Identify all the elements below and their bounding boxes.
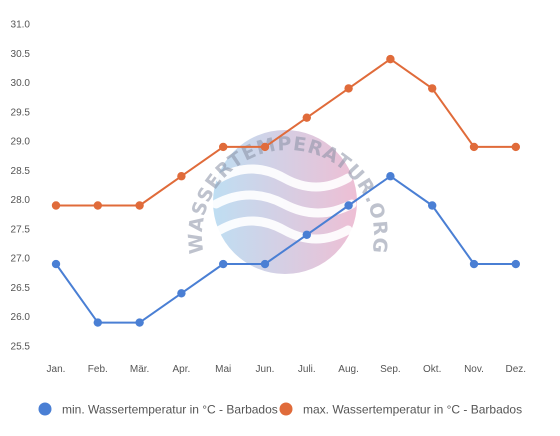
data-point xyxy=(469,259,479,269)
watermark-wave xyxy=(215,164,353,192)
y-tick-label: 26.0 xyxy=(11,312,31,323)
x-tick-label: Mai xyxy=(215,364,231,375)
data-point xyxy=(469,142,479,152)
x-tick-label: Nov. xyxy=(464,364,484,375)
data-point xyxy=(428,84,437,93)
data-point xyxy=(302,230,311,239)
series-line xyxy=(56,58,516,207)
y-tick-label: 25.5 xyxy=(11,342,31,353)
data-point xyxy=(93,201,103,210)
x-axis: Jan. Feb. Mär. Apr. Mai Jun. Juli. Aug. Sep. Okt.… xyxy=(47,364,527,375)
legend-label: min. Wassertemperatur in °C - Barbados xyxy=(62,403,278,417)
series-line xyxy=(55,175,516,324)
data-point xyxy=(177,289,186,298)
x-tick-label: Sep. xyxy=(380,364,401,375)
legend-marker xyxy=(38,402,52,416)
x-tick-label: Mär. xyxy=(130,364,149,375)
data-point xyxy=(344,84,353,93)
data-point xyxy=(177,172,186,181)
watermark-wave xyxy=(211,190,357,218)
x-tick-label: Aug. xyxy=(338,364,359,375)
legend-marker xyxy=(279,402,293,416)
legend-item: min. Wassertemperatur in °C - Barbados xyxy=(38,402,278,417)
y-tick-label: 30.5 xyxy=(11,49,31,60)
data-point xyxy=(260,142,270,152)
data-point xyxy=(511,259,520,269)
x-tick-label: Apr. xyxy=(173,364,191,375)
data-point xyxy=(93,318,103,327)
x-tick-label: Juli. xyxy=(298,364,316,375)
y-axis: 25.5 26.0 26.5 27.0 27.5 28.0 28.5 29.0 29.5 30.0… xyxy=(11,20,31,353)
y-tick-label: 28.0 xyxy=(11,195,31,206)
y-tick-label: 29.5 xyxy=(11,107,31,118)
data-point xyxy=(302,113,311,122)
data-point xyxy=(51,201,61,210)
data-point xyxy=(386,54,395,64)
y-tick-label: 27.5 xyxy=(11,224,31,235)
series-layer xyxy=(51,54,520,327)
data-point xyxy=(219,142,228,152)
data-point xyxy=(135,201,144,210)
y-tick-label: 27.0 xyxy=(11,254,31,265)
series-2 xyxy=(51,54,520,210)
x-tick-label: Okt. xyxy=(423,364,441,375)
data-point xyxy=(51,259,61,269)
data-point xyxy=(344,201,353,210)
y-tick-label: 31.0 xyxy=(11,20,31,31)
x-tick-label: Dez. xyxy=(506,364,527,375)
data-point xyxy=(511,142,520,152)
y-tick-label: 26.5 xyxy=(11,283,31,294)
data-point xyxy=(135,318,144,327)
y-tick-label: 28.5 xyxy=(11,166,31,177)
data-point xyxy=(219,259,228,269)
x-tick-label: Jan. xyxy=(47,364,66,375)
series-1 xyxy=(51,172,520,327)
watermark-wave xyxy=(215,216,353,244)
data-point xyxy=(260,259,270,269)
legend: min. Wassertemperatur in °C - Barbados ma… xyxy=(38,402,522,417)
y-tick-label: 29.0 xyxy=(11,137,31,148)
y-tick-label: 30.0 xyxy=(11,78,31,89)
legend-item: max. Wassertemperatur in °C - Barbados xyxy=(279,402,522,417)
data-point xyxy=(428,201,437,210)
legend-label: max. Wassertemperatur in °C - Barbados xyxy=(303,403,522,417)
data-point xyxy=(386,172,395,181)
x-tick-label: Jun. xyxy=(256,364,275,375)
x-tick-label: Feb. xyxy=(88,364,108,375)
